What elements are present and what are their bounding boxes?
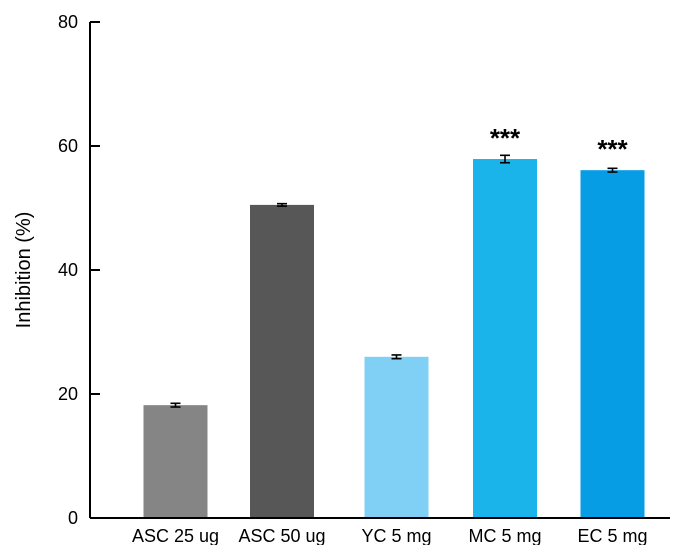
bar <box>580 170 645 518</box>
x-tick-label: ASC 25 ug <box>132 526 219 545</box>
error-bar <box>500 154 510 164</box>
significance-labels-group: *** *** <box>490 123 629 164</box>
x-tick-label: MC 5 mg <box>468 526 541 545</box>
y-ticks-group: 0 20 40 60 80 <box>58 12 100 528</box>
x-labels-group: ASC 25 ug ASC 50 ug YC 5 mg MC 5 mg EC 5 mg <box>132 526 648 545</box>
y-tick-label: 20 <box>58 384 78 404</box>
error-bars-group <box>170 154 618 408</box>
x-tick-label: EC 5 mg <box>577 526 647 545</box>
y-tick-label: 0 <box>68 508 78 528</box>
error-bar <box>170 402 181 408</box>
bar <box>250 204 314 518</box>
y-tick-label: 60 <box>58 136 78 156</box>
y-axis-title: Inhibition (%) <box>13 212 35 329</box>
bar <box>143 405 208 518</box>
y-tick-label: 40 <box>58 260 78 280</box>
significance-label: *** <box>597 134 628 164</box>
error-bar <box>277 202 287 207</box>
error-bar <box>607 167 618 173</box>
error-bar <box>391 354 402 360</box>
x-tick-label: YC 5 mg <box>361 526 431 545</box>
bar <box>364 356 429 518</box>
significance-label: *** <box>490 123 521 153</box>
y-tick-label: 80 <box>58 12 78 32</box>
bar <box>473 159 537 518</box>
x-tick-label: ASC 50 ug <box>238 526 325 545</box>
bars-group <box>143 159 645 518</box>
